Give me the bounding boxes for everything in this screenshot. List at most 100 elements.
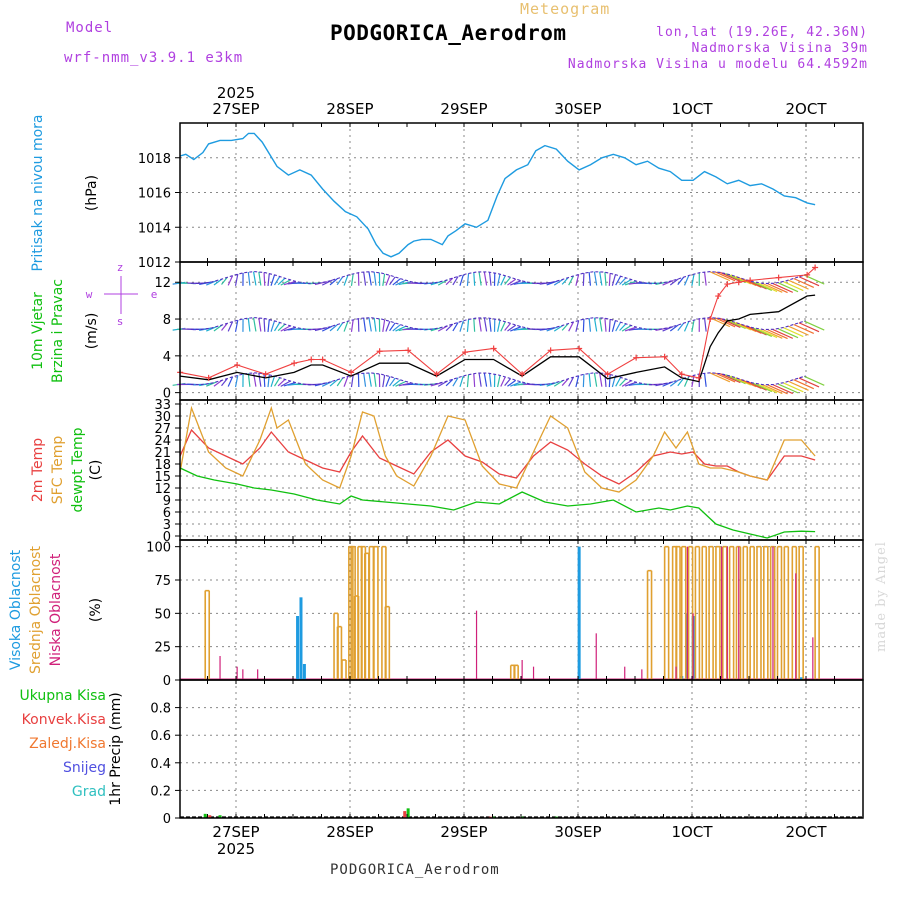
wind-barb bbox=[777, 383, 799, 394]
wind-barb bbox=[568, 376, 574, 387]
y-tick-label: 25 bbox=[154, 641, 171, 656]
precip-ylabel: 1hr Precip (mm) bbox=[108, 692, 124, 805]
wind-barb bbox=[373, 271, 377, 286]
wind-barb bbox=[669, 278, 679, 286]
mid-cloud-ylabel: Srednja Oblacnost bbox=[28, 546, 44, 674]
wind-barb bbox=[273, 276, 281, 286]
wind-barb bbox=[206, 280, 218, 286]
low-cloud-bar bbox=[726, 546, 728, 680]
wind-barb bbox=[546, 381, 558, 387]
wind-barb bbox=[608, 374, 611, 388]
wind-barb bbox=[767, 384, 788, 395]
wind-barb bbox=[608, 319, 611, 332]
wind-barb bbox=[234, 319, 239, 332]
wind-gust-point bbox=[405, 347, 412, 354]
cloud-unit-label: (%) bbox=[88, 598, 104, 622]
wind-unit-label: (m/s) bbox=[84, 313, 100, 350]
wind-barb bbox=[343, 376, 349, 387]
wind-barb bbox=[561, 277, 569, 285]
wind-gust-point bbox=[724, 281, 731, 288]
wind-barb bbox=[788, 325, 809, 336]
wind-barb bbox=[798, 322, 820, 333]
wind-barb bbox=[321, 380, 333, 387]
wind-barb bbox=[703, 373, 707, 387]
wind-ylabel: 10m Vjetar bbox=[30, 292, 46, 370]
low-cloud-ylabel: Niska Oblacnost bbox=[48, 553, 64, 666]
wind-barb bbox=[483, 372, 488, 387]
wind-gust-point bbox=[747, 277, 754, 284]
low-cloud-bar bbox=[692, 613, 694, 680]
wind-gust-point bbox=[604, 371, 611, 378]
wind-barb bbox=[772, 328, 794, 339]
low-cloud-bar bbox=[219, 656, 221, 680]
y-tick-label: 4 bbox=[163, 350, 171, 365]
pressure-unit-label: (hPa) bbox=[84, 175, 100, 211]
wind-barb bbox=[382, 374, 386, 388]
wind-gust-point bbox=[234, 362, 241, 369]
wind-barb bbox=[772, 282, 794, 293]
wind-barb bbox=[213, 324, 223, 332]
wind-gust-point bbox=[490, 345, 497, 352]
low-cloud-bar bbox=[686, 546, 689, 680]
wind-barb bbox=[395, 380, 406, 387]
pressure-ylabel: Pritisak na nivou mora bbox=[30, 114, 46, 271]
wind-barb bbox=[227, 275, 234, 286]
wind-barb bbox=[336, 276, 344, 286]
wind-barb bbox=[488, 271, 492, 286]
bottom-day-label: 1OCT bbox=[672, 823, 714, 841]
wind-barb bbox=[488, 373, 492, 387]
wind-barb bbox=[258, 372, 262, 387]
wind-barb bbox=[568, 275, 574, 286]
wind-barb bbox=[624, 381, 637, 387]
wind-barb bbox=[621, 380, 632, 387]
wind-barb-baseline bbox=[190, 317, 806, 331]
wind-barb bbox=[213, 278, 223, 286]
wind-barb bbox=[496, 375, 501, 388]
wind-barb bbox=[611, 274, 616, 286]
wind-barb bbox=[683, 275, 690, 286]
wind-barb bbox=[459, 274, 464, 286]
low-cloud-bar bbox=[675, 666, 677, 680]
rain-total-bar bbox=[218, 815, 222, 818]
wind-barb bbox=[593, 372, 598, 387]
wind-gust-point bbox=[291, 360, 298, 367]
wind-barb bbox=[343, 320, 349, 332]
wind-barb bbox=[582, 273, 585, 286]
convective-rain-bar bbox=[208, 815, 212, 818]
wind-barb bbox=[604, 373, 607, 387]
wind-barb-baseline bbox=[190, 372, 806, 386]
wind-barb bbox=[452, 276, 459, 286]
wind-barb bbox=[751, 280, 773, 291]
footer-title: PODGORICA_Aerodrom bbox=[330, 862, 500, 878]
wind-barb bbox=[385, 275, 391, 286]
y-tick-label: 6 bbox=[163, 506, 171, 521]
wind-barb bbox=[368, 317, 372, 332]
low-cloud-bar bbox=[641, 669, 643, 680]
wind-barb bbox=[206, 381, 218, 387]
wind-barb bbox=[608, 273, 611, 286]
wind-barb bbox=[227, 376, 234, 387]
wind-barb bbox=[478, 271, 482, 286]
y-tick-label: 30 bbox=[154, 410, 171, 425]
low-cloud-bar bbox=[595, 633, 597, 680]
wind-barb-baseline bbox=[190, 271, 806, 285]
wind-barb bbox=[619, 323, 627, 331]
top-day-label: 27SEP bbox=[212, 100, 259, 118]
elevation-info: Nadmorska Visina 39m bbox=[691, 41, 868, 56]
wind-barb bbox=[624, 326, 637, 332]
wind-barb bbox=[510, 280, 522, 286]
wind-barb bbox=[714, 317, 736, 328]
wind-barb bbox=[546, 280, 558, 286]
y-tick-label: 0.6 bbox=[150, 729, 171, 744]
wind-barb bbox=[507, 278, 517, 286]
wind-barb bbox=[691, 273, 695, 286]
wind-barb bbox=[751, 382, 773, 393]
wind-barb bbox=[280, 279, 291, 286]
wind-gust-point bbox=[547, 347, 554, 354]
wind-barb bbox=[466, 273, 470, 286]
wind-gust-point bbox=[348, 369, 355, 376]
wind-barb bbox=[258, 317, 262, 332]
wind-barb bbox=[368, 372, 372, 387]
wind-barb bbox=[445, 323, 454, 332]
